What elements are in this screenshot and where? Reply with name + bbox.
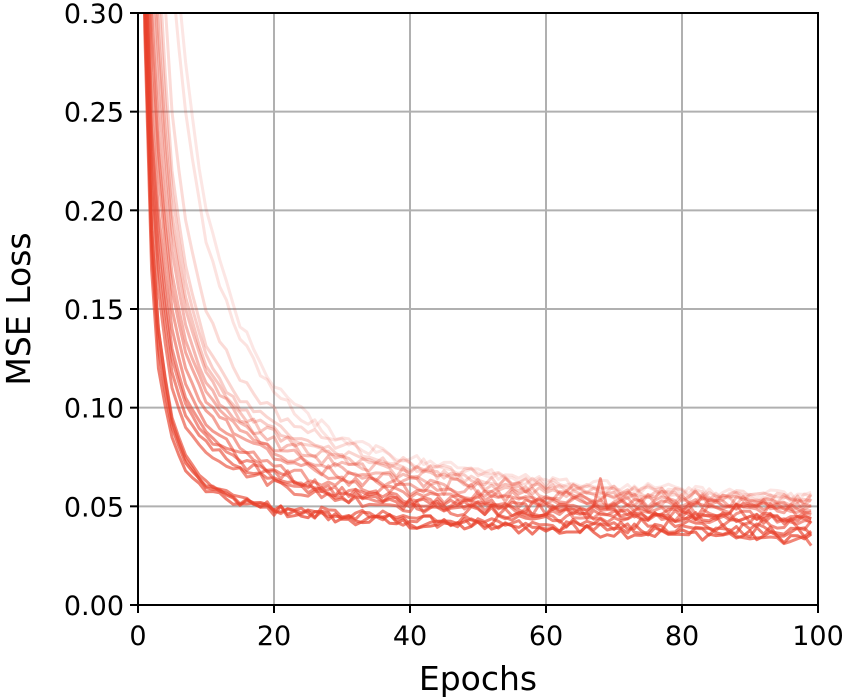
x-tick-label: 20 [257, 621, 291, 652]
x-tick-label: 100 [792, 621, 844, 652]
x-tick-label: 0 [129, 621, 146, 652]
y-tick-label: 0.25 [64, 98, 124, 129]
loss-curve-run-2 [143, 13, 813, 539]
loss-curve-run-17 [160, 13, 813, 505]
loss-curve-run-5 [144, 13, 813, 532]
loss-curve-run-4 [143, 13, 813, 537]
loss-curves [143, 13, 813, 547]
loss-curve-run-15 [155, 13, 813, 508]
x-axis-label: Epochs [419, 659, 537, 698]
loss-curve-run-7 [145, 13, 812, 525]
loss-curve-run-13 [152, 13, 812, 513]
y-tick-label: 0.10 [64, 394, 124, 425]
loss-curve-run-11 [149, 13, 812, 516]
loss-curve-run-14 [154, 13, 812, 511]
loss-curve-run-8 [146, 13, 812, 523]
loss-curve-run-19 [174, 13, 812, 505]
loss-curve-run-12 [150, 13, 812, 514]
loss-curve-run-18 [164, 13, 813, 504]
loss-curve-run-10 [148, 13, 812, 519]
y-tick-label: 0.00 [64, 591, 124, 622]
x-tick-label: 80 [665, 621, 699, 652]
x-axis-ticks: 0 20 40 60 80 100 [129, 605, 844, 652]
y-tick-label: 0.30 [64, 0, 124, 30]
y-tick-label: 0.15 [64, 295, 124, 326]
loss-curve-run-16 [158, 13, 812, 504]
x-tick-label: 40 [393, 621, 427, 652]
y-tick-label: 0.05 [64, 492, 124, 523]
x-tick-label: 60 [529, 621, 563, 652]
y-axis-ticks: 0.00 0.05 0.10 0.15 0.20 0.25 0.30 [64, 0, 138, 622]
y-axis-label: MSE Loss [0, 232, 38, 385]
loss-curve-run-20 [179, 13, 812, 501]
loss-curve-run-9 [147, 13, 812, 526]
y-tick-label: 0.20 [64, 196, 124, 227]
